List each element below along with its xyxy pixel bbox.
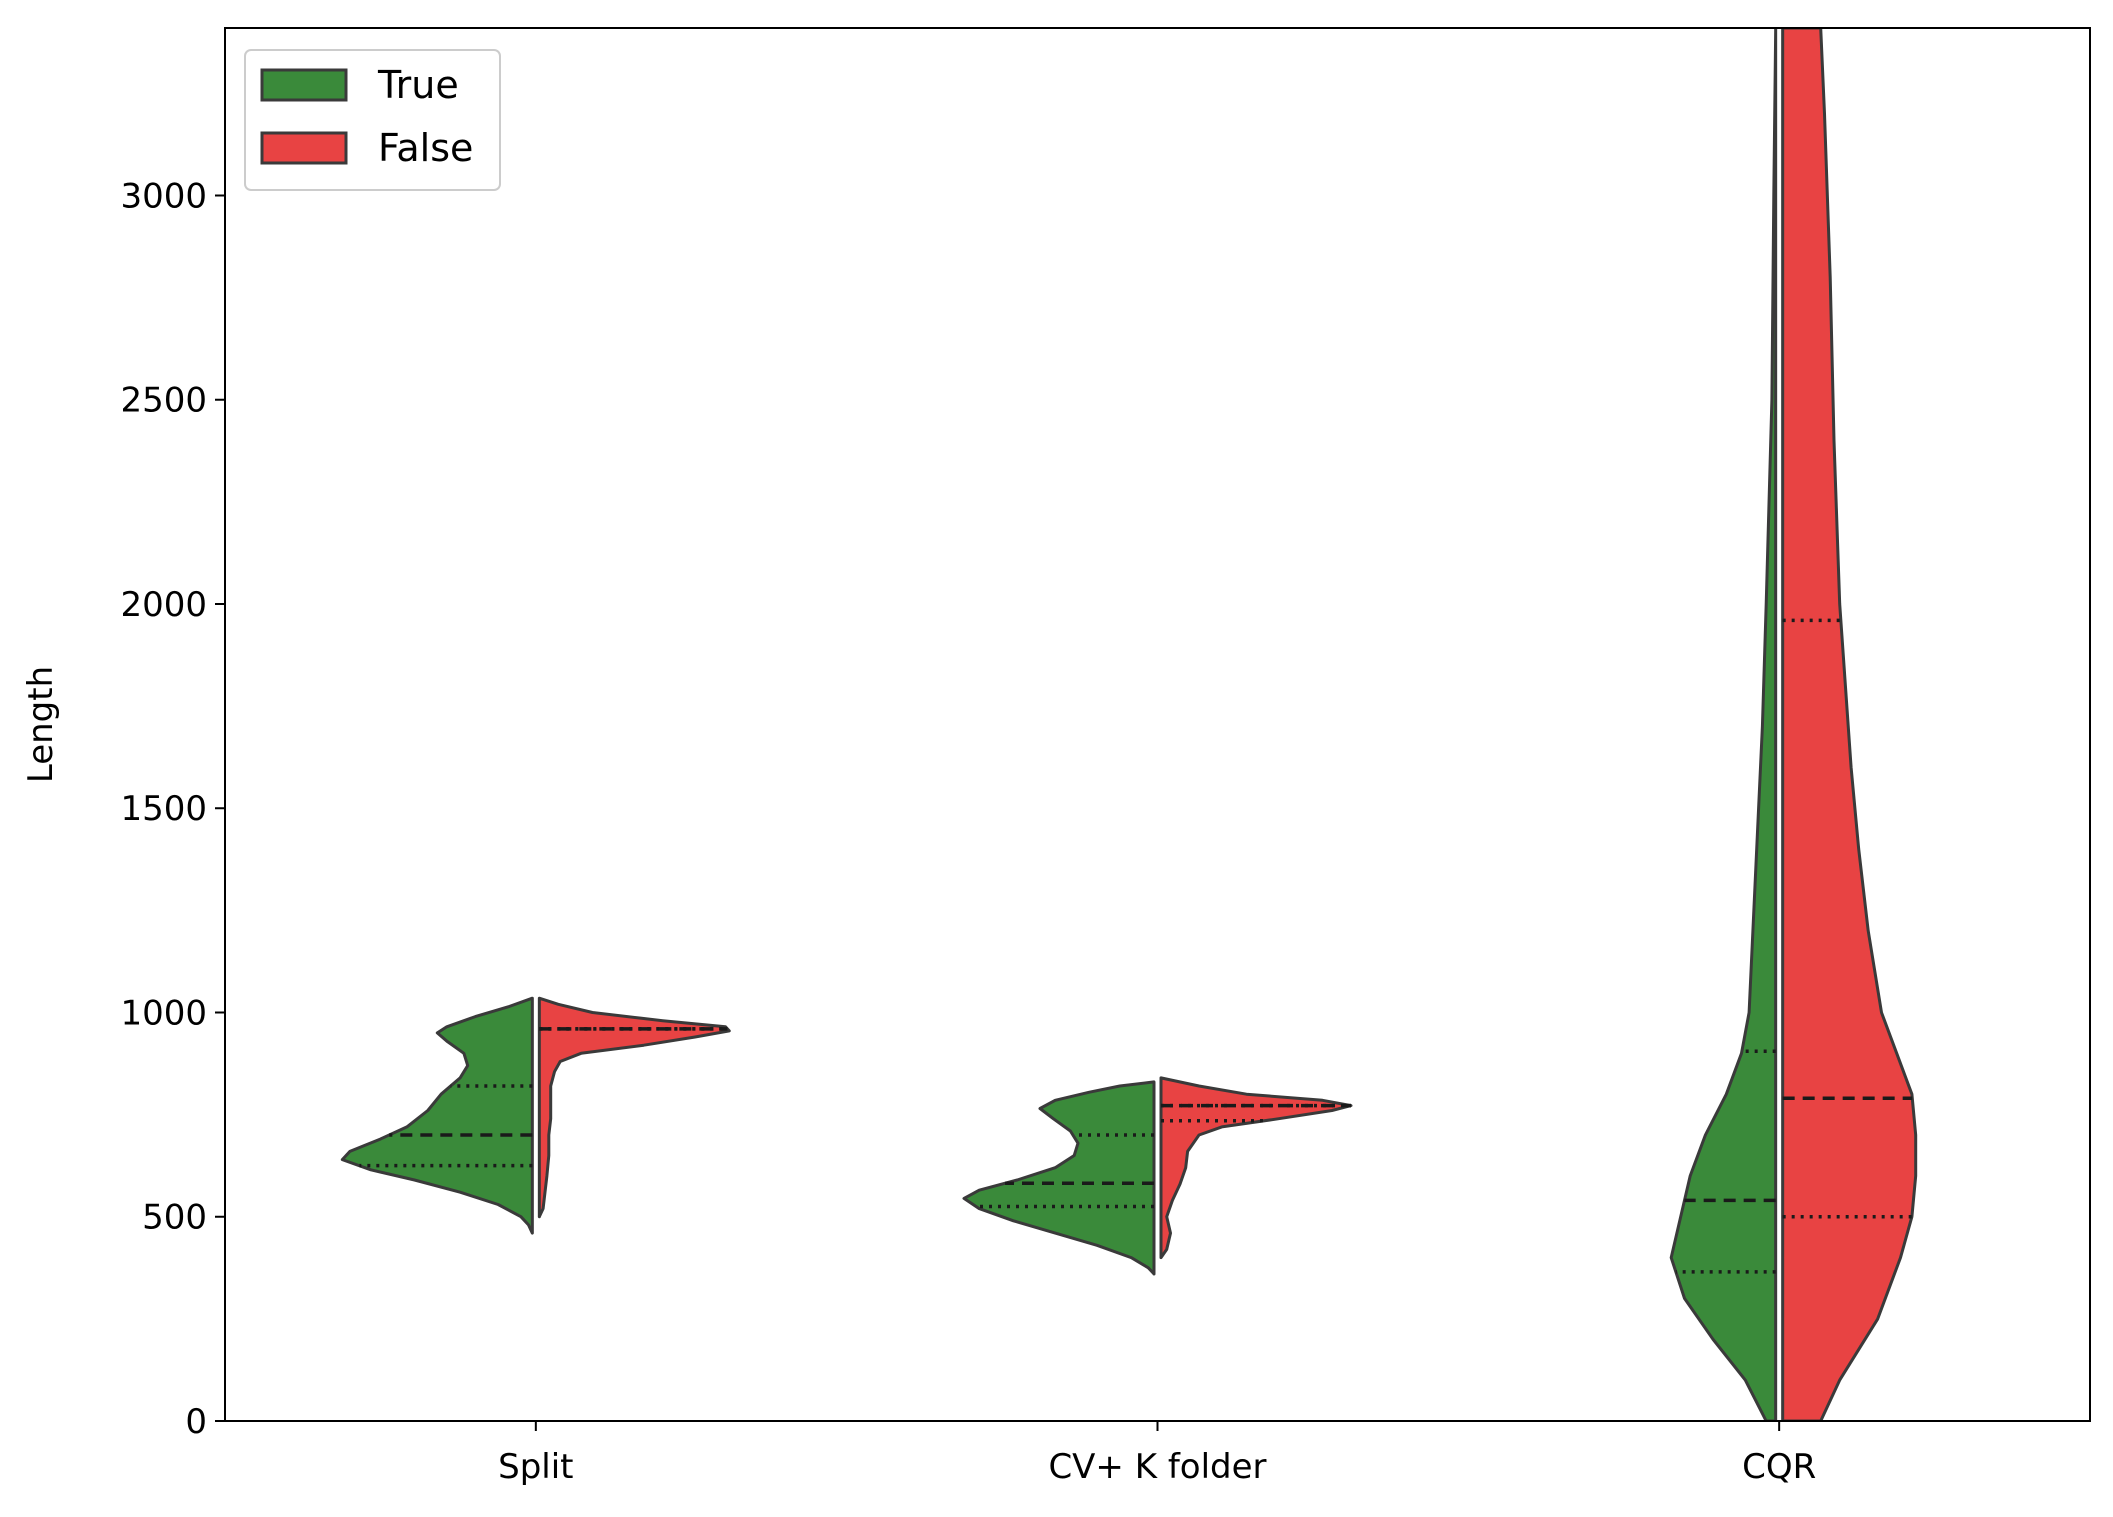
y-axis-ticks: 0 500 1000 1500 2000 2500 3000 xyxy=(120,176,225,1442)
legend: True False xyxy=(244,49,501,191)
quartile-lines-layer xyxy=(359,618,1913,1274)
x-axis-ticks: Split CV+ K folder CQR xyxy=(498,1421,1816,1487)
y-axis-label: Length xyxy=(21,666,61,783)
violin-half-false-cv-k-folder xyxy=(1159,1076,1353,1260)
legend-label-false: False xyxy=(378,126,473,170)
legend-swatch-false xyxy=(260,131,348,165)
y-tick-label-1000: 1000 xyxy=(120,993,207,1033)
y-tick-label-3000: 3000 xyxy=(120,176,207,216)
violin-half-false-cqr xyxy=(1781,28,1918,1421)
y-tick-label-2500: 2500 xyxy=(120,381,207,421)
violins-layer xyxy=(340,28,1918,1421)
legend-swatch-true xyxy=(260,68,348,102)
y-tick-label-0: 0 xyxy=(185,1402,207,1442)
legend-label-true: True xyxy=(377,63,459,107)
x-tick-label-cv-k-folder: CV+ K folder xyxy=(1048,1447,1266,1487)
x-tick-label-cqr: CQR xyxy=(1742,1447,1816,1487)
y-tick-label-500: 500 xyxy=(142,1198,207,1238)
y-tick-label-1500: 1500 xyxy=(120,789,207,829)
x-tick-label-split: Split xyxy=(498,1447,573,1487)
violin-half-false-split xyxy=(537,996,731,1219)
y-tick-label-2000: 2000 xyxy=(120,585,207,625)
violin-half-true-cv-k-folder xyxy=(962,1080,1156,1276)
violin-half-true-cqr xyxy=(1669,28,1778,1421)
violin-half-true-split xyxy=(340,996,534,1235)
